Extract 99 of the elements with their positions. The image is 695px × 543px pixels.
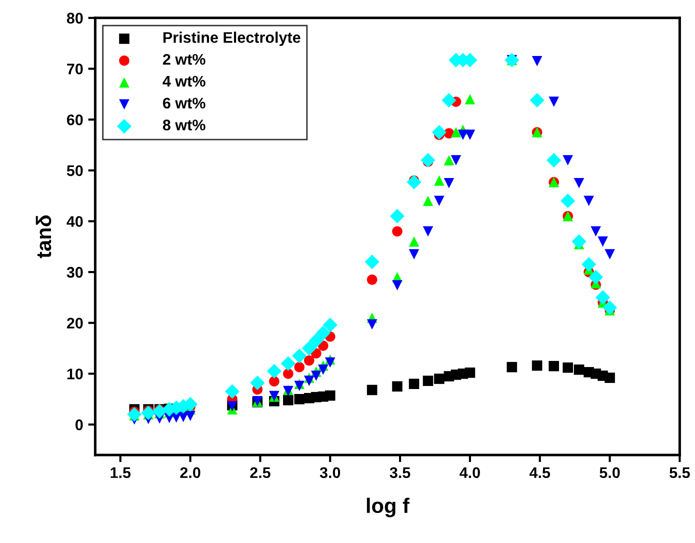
point [532, 360, 542, 371]
point [224, 384, 240, 399]
point [269, 376, 280, 386]
point [442, 92, 456, 108]
x-tick-label: 2.5 [250, 467, 270, 478]
point [562, 362, 573, 373]
y-tick-label: 60 [66, 114, 83, 126]
x-tick-label: 4.5 [529, 467, 550, 478]
point [458, 130, 468, 140]
y-tick-label: 0 [76, 419, 83, 430]
legend-label: 4 wt% [162, 76, 206, 87]
x-tick-label: 3.0 [320, 467, 340, 478]
point [548, 360, 560, 372]
x-tick-label: 2.0 [180, 467, 200, 478]
point [283, 394, 294, 406]
point [464, 94, 476, 104]
point [584, 196, 594, 206]
point [392, 381, 402, 392]
point [406, 174, 422, 190]
x-tick-label: 4.0 [460, 467, 480, 478]
y-tick-label: 20 [66, 318, 83, 329]
point [432, 124, 446, 140]
point [311, 370, 322, 381]
point [390, 208, 405, 224]
point [302, 341, 316, 356]
point [392, 280, 402, 290]
point [548, 96, 560, 107]
point [420, 152, 436, 168]
legend-label: 2 wt% [162, 54, 206, 65]
legend-label: Pristine Electrolyte [163, 32, 300, 46]
point [590, 226, 601, 237]
point [266, 364, 282, 378]
point [596, 290, 610, 305]
y-tick-label: 50 [66, 165, 83, 176]
x-tick-label: 1.5 [110, 467, 131, 478]
point [598, 236, 608, 247]
y-tick-label: 40 [66, 216, 83, 227]
y-tick-label: 30 [66, 266, 83, 278]
point [185, 410, 196, 422]
point [444, 155, 454, 166]
point [434, 175, 444, 186]
x-tick-label: 5.0 [600, 467, 620, 478]
point [450, 127, 462, 138]
point [308, 333, 324, 348]
point [322, 318, 338, 332]
point [434, 196, 444, 206]
point [464, 130, 476, 140]
point [283, 368, 294, 379]
point [408, 378, 420, 390]
y-tick-label: 70 [67, 64, 83, 74]
point [450, 155, 462, 166]
legend-label: 6 wt% [162, 98, 206, 109]
y-tick-label: 10 [67, 368, 83, 380]
y-tick-label: 80 [66, 12, 83, 24]
point [366, 384, 378, 396]
point [408, 236, 420, 247]
x-axis-title: log f [366, 498, 410, 518]
point [280, 356, 296, 371]
point [560, 194, 576, 208]
point [434, 374, 444, 384]
point [408, 249, 420, 260]
point [364, 254, 380, 270]
point [304, 376, 314, 386]
point [152, 404, 167, 419]
x-tick-label: 5.5 [670, 467, 690, 478]
legend-label: 8 wt% [162, 120, 206, 130]
point [602, 300, 618, 315]
point [574, 364, 584, 375]
point [444, 178, 454, 188]
point [422, 196, 434, 206]
point [532, 56, 542, 66]
point [292, 348, 307, 364]
point [324, 357, 336, 368]
point [604, 249, 615, 260]
point [506, 362, 518, 372]
point [574, 178, 584, 188]
point [604, 372, 615, 383]
point [366, 319, 378, 330]
point [127, 407, 142, 422]
point [588, 270, 604, 284]
point [294, 362, 305, 372]
point [530, 92, 544, 108]
x-tick-label: 3.5 [390, 467, 410, 478]
y-axis-title: tanδ [36, 215, 52, 258]
point [141, 406, 156, 420]
point [392, 226, 402, 237]
point [318, 364, 328, 375]
point [250, 376, 265, 390]
point [422, 376, 434, 386]
point [316, 326, 330, 340]
point [304, 355, 314, 366]
point [546, 152, 562, 168]
point [294, 394, 305, 404]
point [366, 274, 378, 285]
point [582, 257, 596, 272]
point [422, 226, 434, 237]
point [464, 368, 476, 378]
point [324, 390, 336, 401]
point [562, 155, 573, 166]
